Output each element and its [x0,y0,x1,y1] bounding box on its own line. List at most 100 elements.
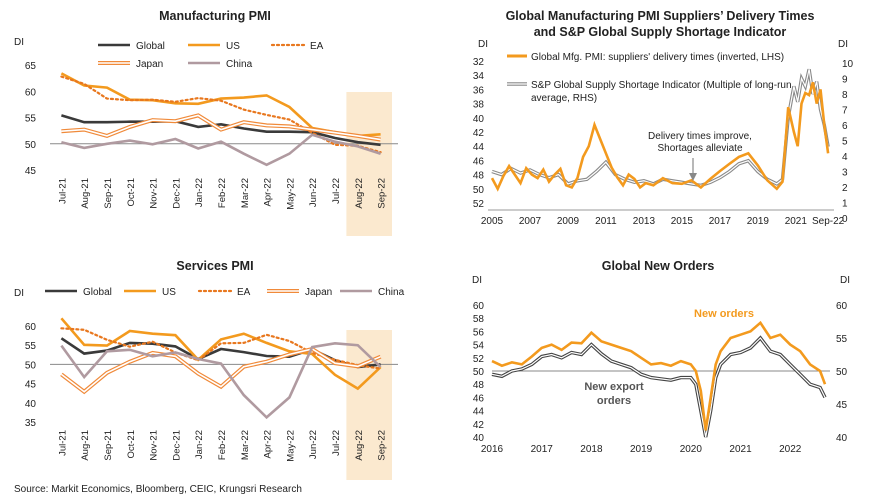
x-tick-label: Aug-22 [354,430,365,461]
series-label-new-export-orders-cont: orders [597,395,631,407]
panel-title-0: Manufacturing PMI [159,9,271,23]
y-tick-label: 45 [25,166,37,177]
y-tick-label: 65 [25,61,37,72]
y-tick-label-left: 34 [473,71,485,82]
x-tick-label: Dec-21 [171,430,182,461]
series-line-delivery-times-path [490,81,830,192]
x-tick-label: 2018 [580,444,603,455]
x-tick-label: Mar-22 [240,430,251,460]
x-tick-label: Feb-22 [217,430,228,460]
series-line-us [60,317,382,391]
panel-title-2: Services PMI [176,259,253,273]
series-line-supply-shortage-inner [491,69,829,187]
series-line-us [60,72,381,138]
legend-label-china: China [226,59,253,70]
y-tick-label-left: 60 [473,301,485,312]
y-tick-label-left: 56 [473,327,485,338]
x-tick-label: Jul-21 [57,430,68,456]
x-tick-label: Aug-21 [80,430,91,461]
series-line-japan-inner [60,348,381,393]
y-tick-label: 40 [25,399,37,410]
series-line-us-path [60,72,381,138]
x-tick-label: Feb-22 [217,178,228,208]
series-line-delivery-times [490,81,830,192]
y-tick-label-left: 48 [473,380,485,391]
y-tick-label-left: 36 [473,85,485,96]
x-tick-label: 2019 [630,444,653,455]
y-tick-label-right: 55 [836,334,848,345]
panel-title-3: Global New Orders [602,259,715,273]
legend-label-delivery-times: Global Mfg. PMI: suppliers' delivery tim… [531,52,784,63]
series-line-china [60,341,382,420]
series-line-global [61,114,381,147]
series-label-new-orders: New orders [694,308,754,320]
x-tick-label: Jan-22 [194,178,205,207]
y-axis-unit-2: DI [14,288,24,299]
y-tick-label-left: 48 [473,171,485,182]
x-tick-label: Sep-21 [103,430,114,461]
x-tick-label: 2015 [671,216,694,227]
series-line-japan [61,113,381,142]
series-line-ea [60,75,382,154]
annotation-text: Delivery times improve, [648,131,752,142]
y-tick-label: 45 [25,380,37,391]
y-tick-label-left: 46 [473,393,485,404]
x-tick-label: Jun-22 [308,178,319,207]
legend-label-shortage-cont: average, RHS) [531,93,597,104]
y-tick-label-right: 0 [842,214,848,225]
y-tick-label-right: 8 [842,90,848,101]
y-tick-label-left: 54 [473,341,485,352]
x-tick-label: Jun-22 [308,430,319,459]
series-line-china [61,133,381,167]
y-axis-unit-left: DI [472,275,482,286]
x-tick-label: Jul-21 [57,178,68,204]
y-tick-label-left: 50 [473,185,485,196]
x-tick-label: 2016 [481,444,504,455]
y-tick-label-right: 10 [842,59,854,70]
series-line-us-path [60,317,382,391]
annotation-arrow-head [689,173,697,181]
x-tick-label: 2017 [531,444,554,455]
legend-label-global: Global [136,41,165,52]
y-tick-label-left: 44 [473,142,485,153]
y-tick-label-left: 52 [473,199,485,210]
x-tick-label: May-22 [285,430,296,462]
y-axis-unit-right: DI [838,39,848,50]
x-tick-label: Apr-22 [263,178,274,207]
legend-label-japan: Japan [136,59,163,70]
y-tick-label: 55 [25,114,37,125]
y-tick-label-left: 32 [473,57,485,68]
panel-title-1: Global Manufacturing PMI Suppliers’ Deli… [506,9,815,23]
legend-label-ea: EA [237,287,251,298]
x-tick-label: Oct-21 [126,178,137,207]
x-tick-label: 2007 [519,216,542,227]
y-tick-label: 55 [25,341,37,352]
x-tick-label: 2011 [595,216,617,227]
y-tick-label: 60 [25,322,37,333]
x-tick-label: Oct-21 [126,430,137,459]
legend-label-us: US [226,41,240,52]
x-tick-label: May-22 [285,178,296,210]
y-tick-label-right: 2 [842,183,848,194]
series-line-new-export-orders-inner [491,337,826,438]
x-tick-label: Sep-22 [377,430,388,461]
legend-label-shortage: S&P Global Supply Shortage Indicator (Mu… [531,80,792,91]
y-tick-label-right: 4 [842,152,848,163]
x-tick-label: Aug-22 [354,178,365,209]
x-tick-label: Jul-22 [331,430,342,456]
x-tick-label: Sep-22 [377,178,388,209]
series-line-new-orders-path [491,320,827,431]
x-tick-label: 2019 [747,216,770,227]
y-tick-label: 50 [25,140,37,151]
series-label-new-export-orders: New export [584,381,644,393]
series-line-ea-path [60,75,382,154]
x-tick-label: 2022 [779,444,802,455]
y-tick-label-left: 44 [473,407,485,418]
x-tick-label: Jan-22 [194,430,205,459]
x-tick-label: 2005 [481,216,504,227]
y-tick-label-left: 46 [473,156,485,167]
y-tick-label-left: 58 [473,314,485,325]
legend-label-us: US [162,287,176,298]
x-tick-label: Mar-22 [240,178,251,208]
